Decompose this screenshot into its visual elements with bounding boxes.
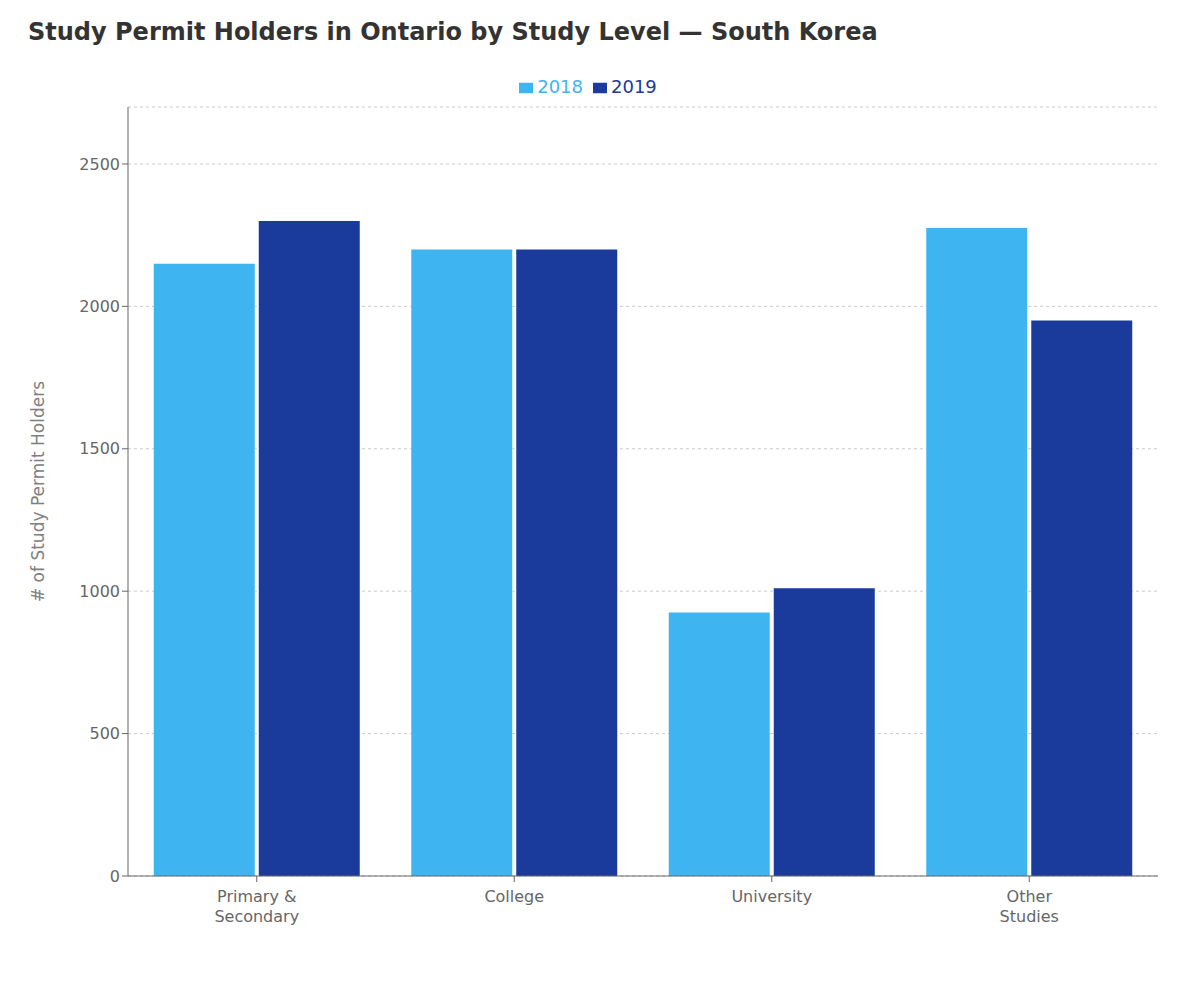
html-text:Study Permit Holders in Ontari: Study Permit Holders in Ontario by Study… bbox=[28, 18, 878, 46]
html-text:2018: 2018 bbox=[537, 76, 583, 97]
svg-text:1500: 1500 bbox=[79, 439, 120, 458]
svg-text:College: College bbox=[484, 887, 544, 906]
svg-text:Primary &Secondary: Primary &Secondary bbox=[214, 887, 299, 926]
svg-text:1000: 1000 bbox=[79, 582, 120, 601]
svg-text:2000: 2000 bbox=[79, 297, 120, 316]
svg-text:2500: 2500 bbox=[79, 155, 120, 174]
svg-text:0: 0 bbox=[110, 867, 120, 886]
svg-text:University: University bbox=[731, 887, 812, 906]
svg-text:# of Study Permit Holders: # of Study Permit Holders bbox=[28, 381, 48, 602]
html-text:2019: 2019 bbox=[611, 76, 657, 97]
svg-text:500: 500 bbox=[89, 724, 120, 743]
svg-text:OtherStudies: OtherStudies bbox=[1000, 887, 1059, 926]
